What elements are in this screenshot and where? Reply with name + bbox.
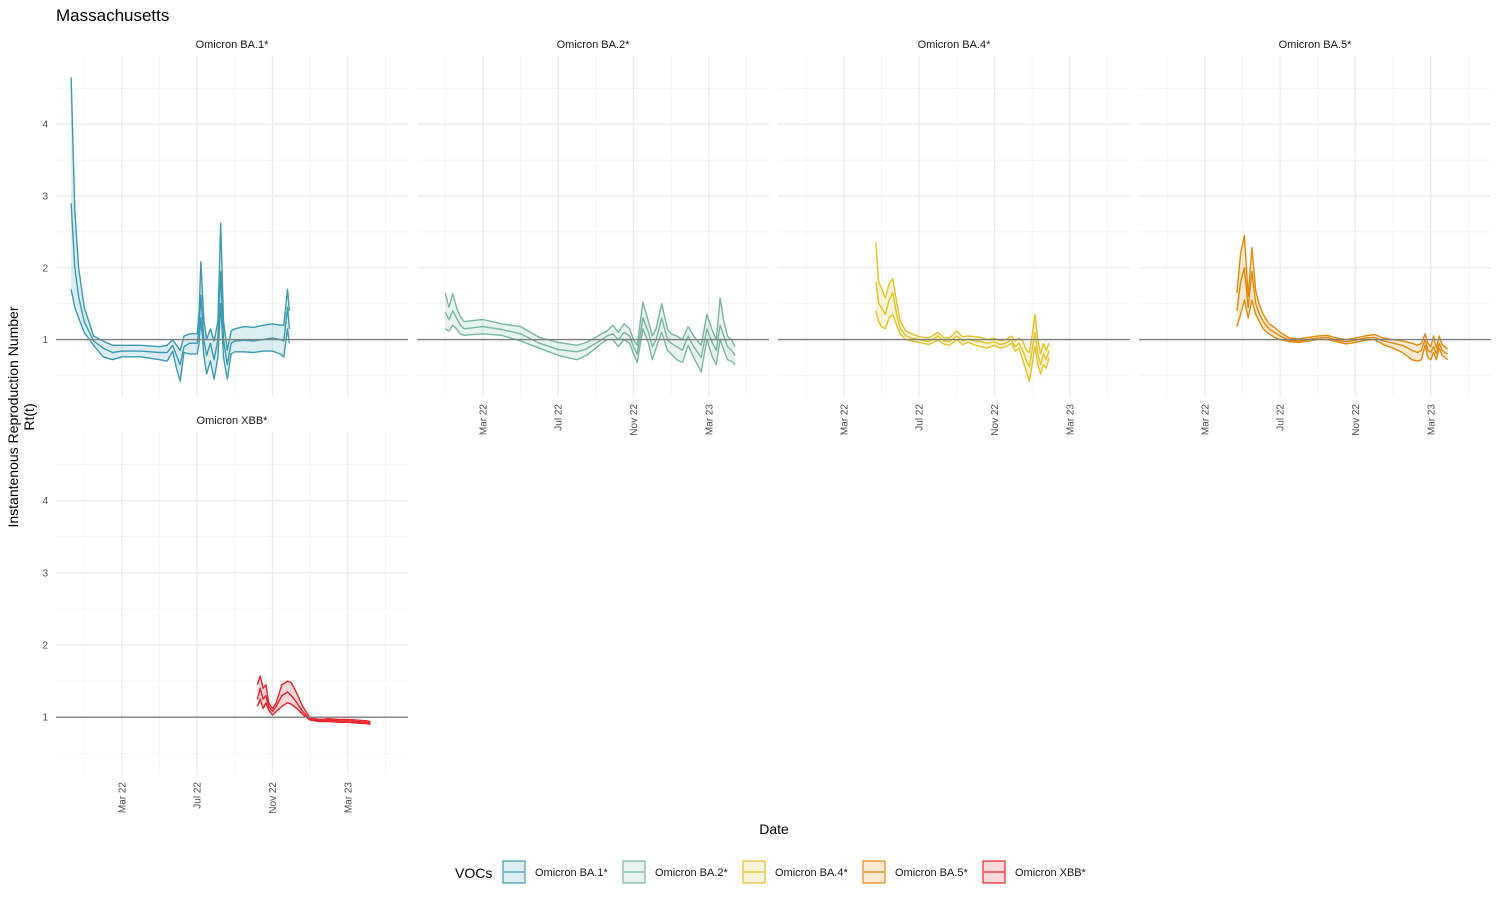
- panel-title: Omicron BA.4*: [918, 39, 991, 51]
- legend-label: Omicron BA.1*: [535, 867, 608, 879]
- x-tick-label: Nov 22: [268, 782, 279, 814]
- panels: Omicron BA.1* 1 2 3 4 Omicron BA.2* Mar 22 Jul …: [42, 39, 1491, 814]
- panel-omicron-ba-2: Omicron BA.2* Mar 22 Jul 22 Nov 22 Mar 23: [417, 39, 769, 436]
- x-tick-label: Jul 22: [193, 782, 204, 809]
- y-tick-label: 3: [42, 568, 48, 579]
- y-tick-label: 2: [42, 641, 48, 652]
- y-tick-label: 1: [42, 713, 48, 724]
- x-tick-label: Nov 22: [629, 404, 640, 436]
- y-tick-label: 3: [42, 191, 48, 202]
- panel-omicron-xbb: Omicron XBB* 1 2 3 4 Mar 22 Jul 22 Nov 22 Mar 23: [42, 415, 408, 814]
- y-tick-label: 4: [42, 120, 48, 131]
- panel-omicron-ba-4: Omicron BA.4* Mar 22 Jul 22 Nov 22 Mar 23: [778, 39, 1130, 436]
- y-tick-label: 2: [42, 263, 48, 274]
- y-tick-label: 1: [42, 335, 48, 346]
- panel-title: Omicron BA.1*: [196, 39, 269, 51]
- legend: VOCs Omicron BA.1* Omicron BA.2* Omicron B…: [455, 861, 1087, 883]
- legend-label: Omicron XBB*: [1015, 867, 1087, 879]
- panel-title: Omicron BA.2*: [557, 39, 630, 51]
- ribbon-omicron-ba-5: [1237, 236, 1448, 362]
- legend-item-omicron-ba-5: Omicron BA.5*: [863, 861, 968, 883]
- panel-omicron-ba-1: Omicron BA.1* 1 2 3 4: [42, 39, 408, 397]
- upper-bound-line-omicron-xbb: [257, 676, 370, 722]
- x-tick-label: Jul 22: [915, 404, 926, 431]
- legend-label: Omicron BA.4*: [775, 867, 848, 879]
- legend-item-omicron-ba-2: Omicron BA.2*: [623, 861, 728, 883]
- legend-label: Omicron BA.5*: [895, 867, 968, 879]
- x-tick-label: Mar 22: [117, 782, 128, 814]
- median-line-omicron-ba-1: [71, 203, 289, 365]
- x-tick-label: Nov 22: [1351, 404, 1362, 436]
- legend-title: VOCs: [455, 865, 492, 881]
- x-tick-label: Jul 22: [554, 404, 565, 431]
- legend-item-omicron-ba-1: Omicron BA.1*: [503, 861, 608, 883]
- ribbon-omicron-ba-1: [71, 78, 289, 382]
- x-tick-label: Mar 23: [1426, 404, 1437, 436]
- chart-title: Massachusetts: [56, 6, 169, 25]
- upper-bound-line-omicron-ba-4: [876, 243, 1049, 354]
- y-axis-title-line-2: Rt(t): [21, 403, 37, 430]
- panel-title: Omicron XBB*: [197, 415, 269, 427]
- x-tick-label: Mar 22: [1200, 404, 1211, 436]
- median-line-omicron-ba-5: [1237, 268, 1448, 354]
- x-tick-label: Nov 22: [990, 404, 1001, 436]
- x-tick-label: Mar 23: [704, 404, 715, 436]
- panel-title: Omicron BA.5*: [1279, 39, 1352, 51]
- legend-item-omicron-xbb: Omicron XBB*: [983, 861, 1087, 883]
- x-tick-label: Mar 23: [343, 782, 354, 814]
- x-axis-title: Date: [759, 821, 789, 837]
- y-axis-title-line-1: Instantenous Reproduction Number: [5, 306, 21, 527]
- legend-item-omicron-ba-4: Omicron BA.4*: [743, 861, 848, 883]
- x-tick-label: Mar 23: [1065, 404, 1076, 436]
- panel-omicron-ba-5: Omicron BA.5* Mar 22 Jul 22 Nov 22 Mar 23: [1139, 39, 1491, 436]
- x-tick-label: Mar 22: [839, 404, 850, 436]
- legend-label: Omicron BA.2*: [655, 867, 728, 879]
- x-tick-label: Jul 22: [1276, 404, 1287, 431]
- x-tick-label: Mar 22: [478, 404, 489, 436]
- y-tick-label: 4: [42, 496, 48, 507]
- upper-bound-line-omicron-ba-1: [71, 78, 289, 351]
